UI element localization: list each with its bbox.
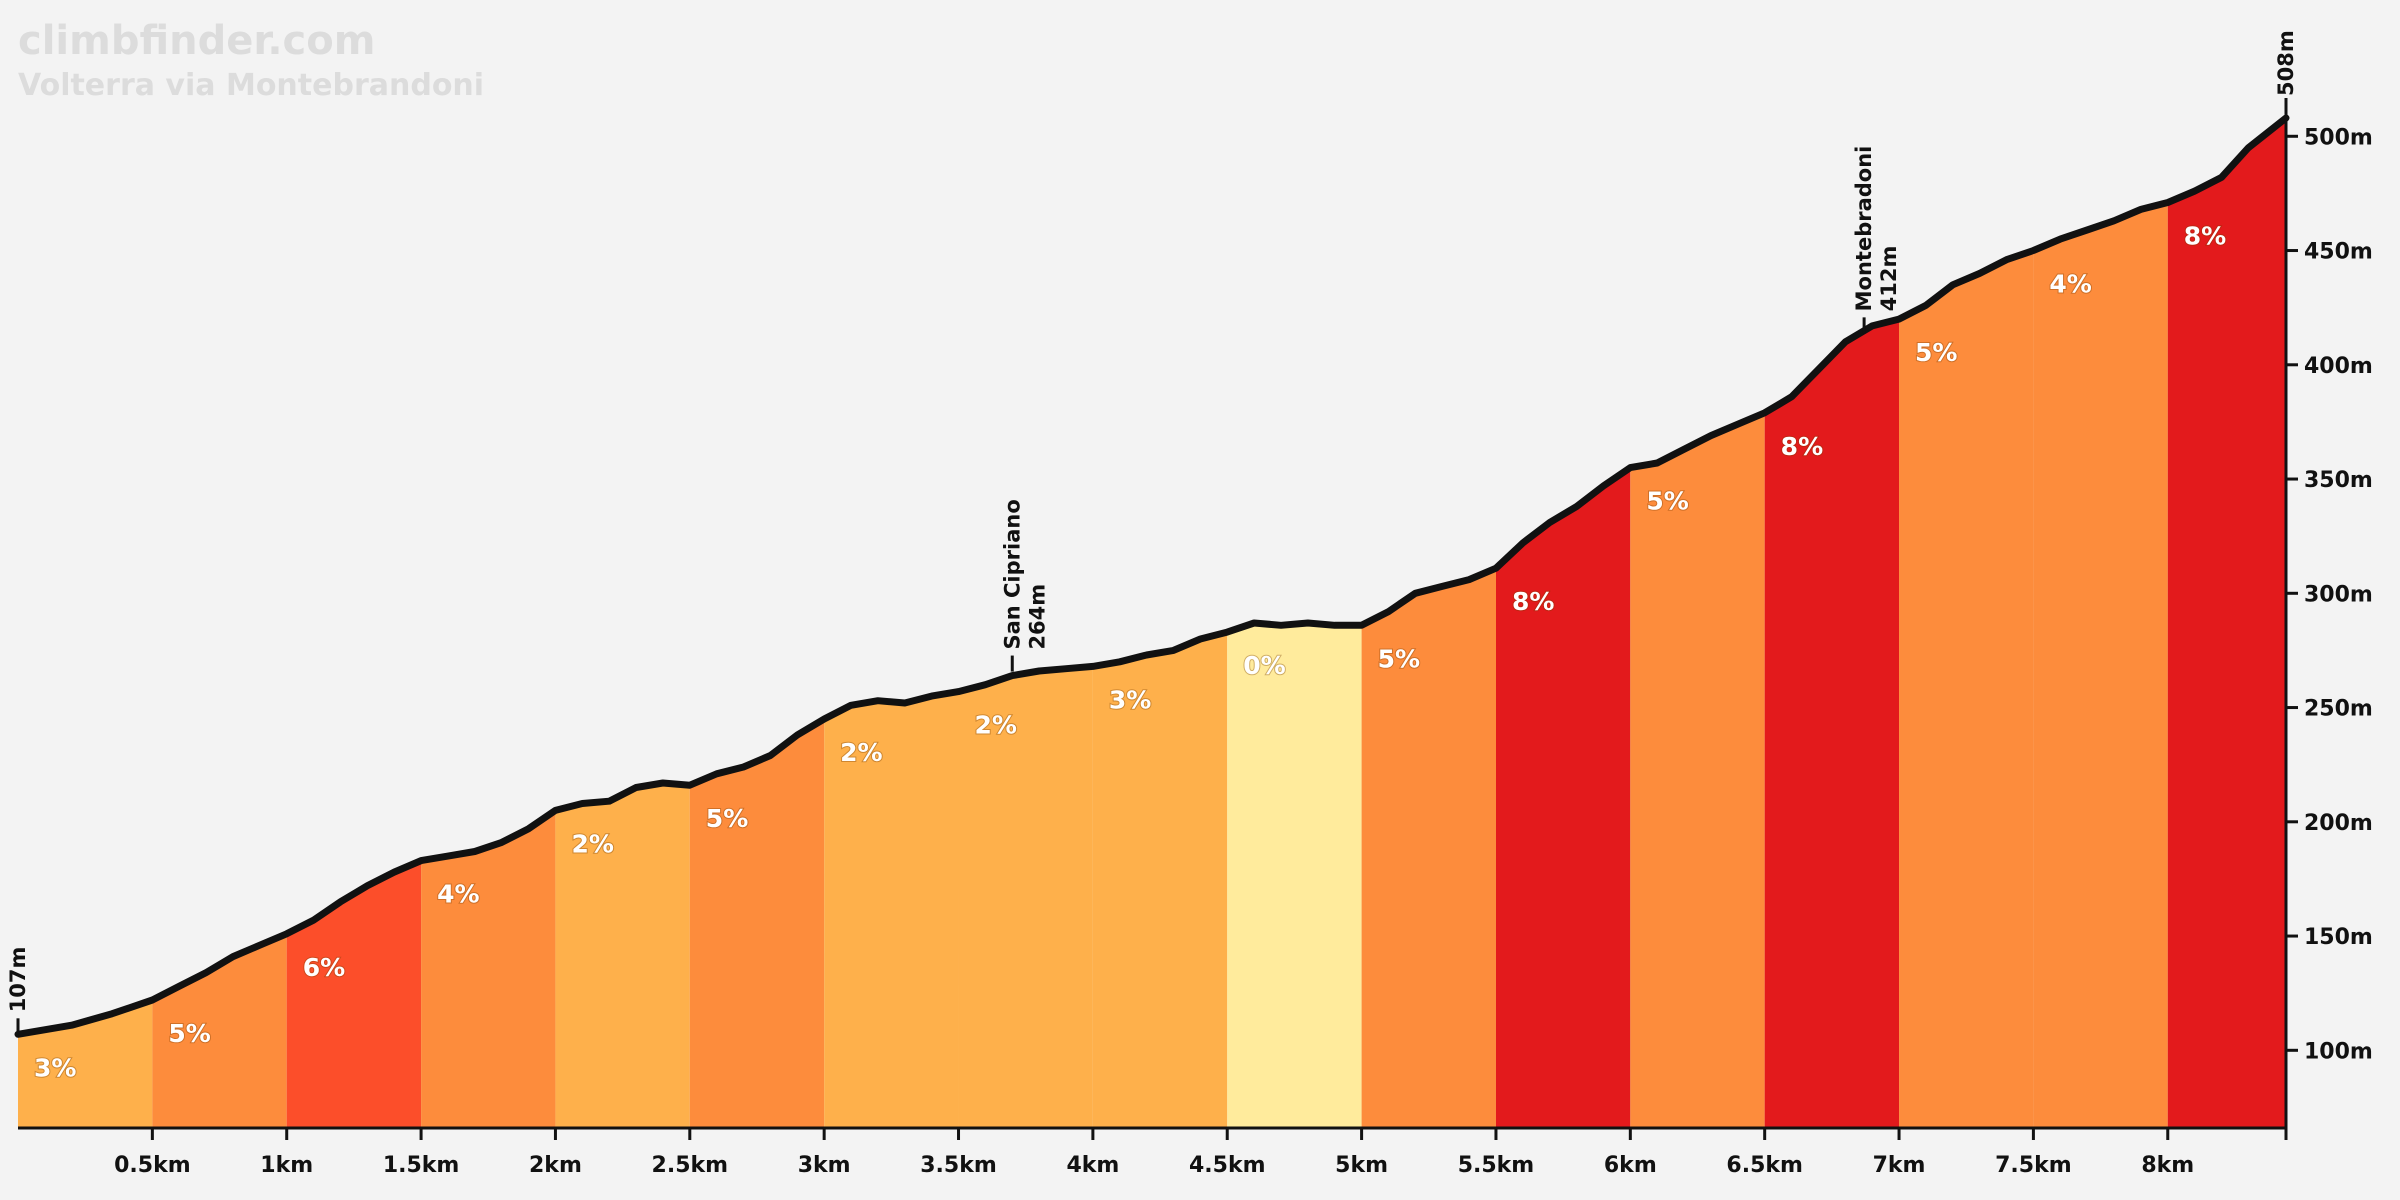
gradient-segment	[1495, 467, 1631, 1129]
grade-label: 8%	[2184, 222, 2226, 251]
grade-label: 5%	[1378, 644, 1420, 673]
y-tick-label: 300m	[2304, 582, 2373, 607]
x-tick-label: 4.5km	[1189, 1153, 1266, 1178]
gradient-segment	[286, 860, 422, 1128]
x-tick-label: 5km	[1335, 1153, 1388, 1178]
x-tick-label: 3.5km	[920, 1153, 997, 1178]
y-tick-label: 500m	[2304, 125, 2373, 150]
waypoint-name: Montebradoni	[1852, 146, 1876, 312]
endpoint-elevation-label: 508m	[2274, 30, 2298, 96]
grade-label: 0%	[1243, 651, 1285, 680]
x-tick-label: 1.5km	[383, 1153, 460, 1178]
x-tick-label: 6km	[1604, 1153, 1657, 1178]
gradient-segments	[18, 118, 2286, 1129]
elevation-profile-line	[14, 114, 2290, 1038]
x-tick-label: 7.5km	[1995, 1153, 2072, 1178]
grade-label: 6%	[303, 953, 345, 982]
grade-label: 2%	[975, 711, 1017, 740]
grade-label: 4%	[2049, 270, 2091, 299]
gradient-segment	[689, 719, 825, 1128]
y-tick-label: 350m	[2304, 468, 2373, 493]
grade-label: 2%	[571, 829, 613, 858]
grade-label: 8%	[1781, 432, 1823, 461]
x-tick-label: 1km	[260, 1153, 313, 1178]
y-tick-label: 250m	[2304, 697, 2373, 722]
x-tick-label: 8km	[2141, 1153, 2194, 1178]
x-tick-label: 5.5km	[1458, 1153, 1535, 1178]
x-tick-label: 2km	[529, 1153, 582, 1178]
gradient-segment	[152, 933, 287, 1128]
grade-labels: 3% 5% 6% 4% 2% 5% 2% 2% 3% 0% 5% 8% 5% 8% 5% 4% 8%	[33, 221, 2227, 1084]
gradient-segment	[2167, 118, 2286, 1128]
y-tick-label: 100m	[2304, 1039, 2373, 1064]
axes: 0.5km 1km 1.5km 2km 2.5km 3km 3.5km 4km 4.5km 5km…	[18, 98, 2373, 1178]
x-tick-label: 3km	[798, 1153, 851, 1178]
gradient-segment	[1361, 568, 1496, 1128]
waypoint-name: San Cipriano	[1000, 499, 1024, 649]
grade-label: 3%	[1109, 685, 1151, 714]
y-tick-label: 200m	[2304, 811, 2373, 836]
x-tick-label: 0.5km	[114, 1153, 191, 1178]
y-tick-label: 150m	[2304, 925, 2373, 950]
grade-label: 5%	[1915, 338, 1957, 367]
gradient-segment	[555, 783, 690, 1128]
climb-name-watermark: Volterra via Montebrandoni	[18, 68, 485, 103]
grade-label: 2%	[840, 738, 882, 767]
waypoint-elevation-label: 412m	[1877, 246, 1901, 312]
grade-label: 3%	[34, 1053, 76, 1082]
endpoint-elevation-label: 107m	[6, 947, 30, 1013]
grade-label: 5%	[168, 1019, 210, 1048]
gradient-segment	[2033, 202, 2168, 1128]
grade-label: 8%	[1512, 587, 1554, 616]
x-tick-label: 4km	[1066, 1153, 1119, 1178]
grade-label: 4%	[437, 880, 479, 909]
x-tick-label: 2.5km	[652, 1153, 729, 1178]
y-tick-label: 450m	[2304, 240, 2373, 265]
gradient-segment	[1092, 632, 1228, 1128]
gradient-segment	[824, 691, 959, 1128]
waypoint-markers: 107m 508m San Cipriano 264m Montebradoni 412m	[6, 30, 2298, 1035]
gradient-segment	[421, 810, 556, 1128]
gradient-segment	[1899, 250, 2034, 1128]
x-tick-label: 6.5km	[1726, 1153, 1803, 1178]
gradient-segment	[958, 666, 1093, 1128]
y-tick-label: 400m	[2304, 354, 2373, 379]
gradient-segment	[1764, 319, 1900, 1129]
gradient-segment	[1227, 623, 1362, 1128]
grade-label: 5%	[1646, 487, 1688, 516]
x-tick-label: 7km	[1873, 1153, 1926, 1178]
site-watermark: climbfinder.com	[18, 18, 376, 64]
waypoint-elevation-label: 264m	[1025, 584, 1049, 650]
gradient-segment	[1630, 412, 1765, 1128]
grade-label: 5%	[706, 804, 748, 833]
